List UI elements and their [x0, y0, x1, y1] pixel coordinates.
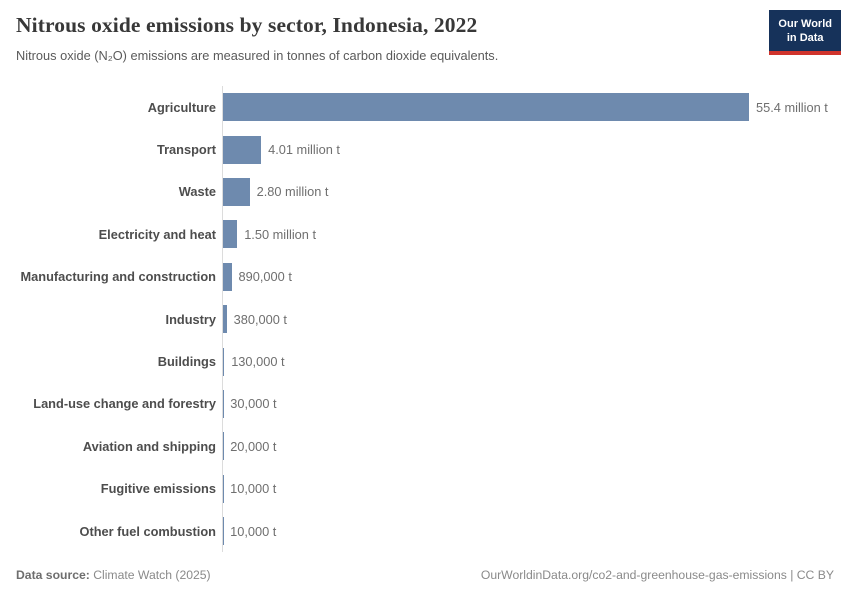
- bar-row-agriculture: Agriculture 55.4 million t: [16, 86, 834, 128]
- bar-row-transport: Transport 4.01 million t: [16, 128, 834, 170]
- category-label-transport: Transport: [156, 142, 216, 158]
- bar-row-manufacturing-and-construction: Manufacturing and construction 890,000 t: [16, 256, 834, 298]
- page-title: Nitrous oxide emissions by sector, Indon…: [16, 13, 478, 37]
- bar-industry[interactable]: [223, 305, 227, 334]
- bar-row-electricity-and-heat: Electricity and heat 1.50 million t: [16, 213, 834, 255]
- bar-row-land-use-change-and-forestry: Land-use change and forestry 30,000 t: [16, 383, 834, 425]
- chart-footer: Data source: Climate Watch (2025) OurWor…: [16, 568, 834, 582]
- category-label-other-fuel-combustion: Other fuel combustion: [79, 523, 216, 539]
- value-label-buildings: 130,000 t: [231, 354, 285, 370]
- bar-row-buildings: Buildings 130,000 t: [16, 340, 834, 382]
- category-label-waste: Waste: [178, 184, 216, 200]
- data-source-value: Climate Watch (2025): [93, 568, 211, 582]
- bar-row-other-fuel-combustion: Other fuel combustion 10,000 t: [16, 510, 834, 552]
- bar-electricity-and-heat[interactable]: [223, 220, 238, 249]
- bar-agriculture[interactable]: [223, 93, 749, 122]
- bar-row-fugitive-emissions: Fugitive emissions 10,000 t: [16, 468, 834, 510]
- bar-area: 130,000 t: [223, 347, 834, 376]
- bar-area: 2.80 million t: [223, 177, 834, 206]
- bar-chart: Agriculture 55.4 million t Transport 4.01 m…: [16, 86, 834, 553]
- logo-line2: in Data: [786, 32, 824, 45]
- y-axis-line: [222, 86, 223, 553]
- value-label-fugitive-emissions: 10,000 t: [230, 481, 277, 497]
- bar-area: 1.50 million t: [223, 220, 834, 249]
- bar-buildings[interactable]: [223, 347, 225, 376]
- category-label-aviation-and-shipping: Aviation and shipping: [82, 438, 216, 454]
- bar-area: 10,000 t: [223, 474, 834, 503]
- bar-row-industry: Industry 380,000 t: [16, 298, 834, 340]
- data-source: Data source: Climate Watch (2025): [16, 568, 211, 582]
- category-label-industry: Industry: [165, 311, 216, 327]
- value-label-other-fuel-combustion: 10,000 t: [230, 523, 277, 539]
- category-label-electricity-and-heat: Electricity and heat: [98, 226, 216, 242]
- category-label-buildings: Buildings: [157, 354, 216, 370]
- bar-manufacturing-and-construction[interactable]: [223, 262, 232, 291]
- bar-area: 4.01 million t: [223, 135, 834, 164]
- value-label-agriculture: 55.4 million t: [756, 99, 828, 115]
- bar-row-aviation-and-shipping: Aviation and shipping 20,000 t: [16, 425, 834, 467]
- category-label-manufacturing-and-construction: Manufacturing and construction: [20, 269, 216, 285]
- data-source-label: Data source:: [16, 568, 90, 582]
- value-label-aviation-and-shipping: 20,000 t: [230, 438, 277, 454]
- bar-transport[interactable]: [223, 135, 262, 164]
- bar-area: 890,000 t: [223, 262, 834, 291]
- value-label-manufacturing-and-construction: 890,000 t: [238, 269, 292, 285]
- bar-area: 20,000 t: [223, 432, 834, 461]
- category-label-agriculture: Agriculture: [147, 99, 216, 115]
- value-label-electricity-and-heat: 1.50 million t: [244, 226, 317, 242]
- bar-rows: Agriculture 55.4 million t Transport 4.01 m…: [16, 86, 834, 552]
- chart-subtitle: Nitrous oxide (N₂O) emissions are measur…: [16, 48, 499, 63]
- category-label-land-use-change-and-forestry: Land-use change and forestry: [33, 396, 216, 412]
- footer-link[interactable]: OurWorldinData.org/co2-and-greenhouse-ga…: [480, 568, 834, 582]
- owid-logo: Our World in Data: [769, 10, 841, 55]
- category-label-fugitive-emissions: Fugitive emissions: [100, 481, 216, 497]
- bar-area: 30,000 t: [223, 389, 834, 418]
- value-label-land-use-change-and-forestry: 30,000 t: [230, 396, 277, 412]
- value-label-waste: 2.80 million t: [256, 184, 329, 200]
- bar-area: 380,000 t: [223, 305, 834, 334]
- logo-line1: Our World: [778, 18, 832, 30]
- bar-area: 10,000 t: [223, 517, 834, 546]
- value-label-industry: 380,000 t: [233, 311, 287, 327]
- bar-waste[interactable]: [223, 177, 250, 206]
- chart-header: Nitrous oxide emissions by sector, Indon…: [16, 13, 498, 63]
- bar-row-waste: Waste 2.80 million t: [16, 171, 834, 213]
- value-label-transport: 4.01 million t: [268, 142, 340, 158]
- bar-area: 55.4 million t: [223, 93, 834, 122]
